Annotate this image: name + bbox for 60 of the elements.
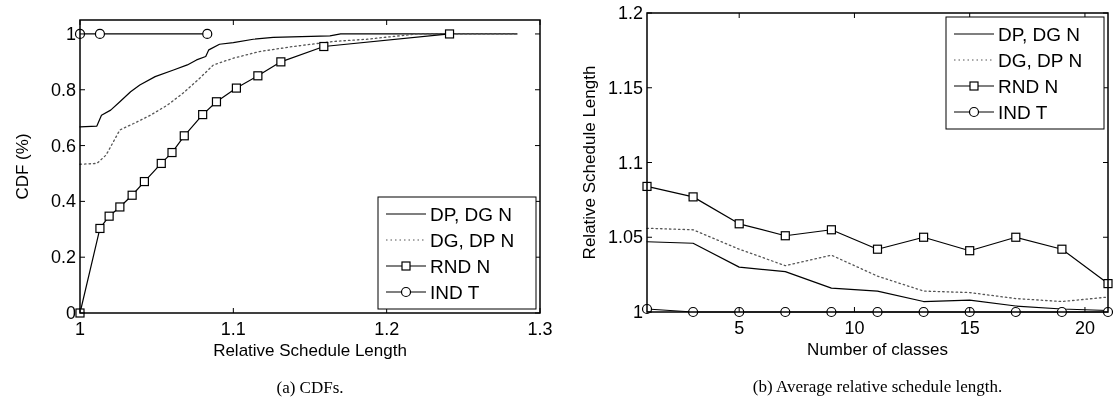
point xyxy=(94,28,106,40)
x-tick-label: 1.2 xyxy=(374,319,400,339)
point xyxy=(734,219,744,229)
point xyxy=(156,158,166,169)
x-tick-label: 20 xyxy=(1074,318,1095,338)
legend-label: IND T xyxy=(430,282,480,303)
x-tick-label: 10 xyxy=(844,318,865,338)
point xyxy=(919,232,929,242)
line-series xyxy=(79,33,518,165)
point xyxy=(276,57,286,67)
point xyxy=(139,176,149,187)
x-axis-title: Number of classes xyxy=(807,340,948,359)
point xyxy=(167,147,177,158)
point xyxy=(826,225,836,235)
point xyxy=(127,190,137,200)
legend-label: DG, DP N xyxy=(998,50,1083,71)
point xyxy=(253,71,263,81)
text: (b) Average relative schedule length. xyxy=(752,377,1003,396)
text: (a) CDFs. xyxy=(276,378,344,397)
y-tick-label: 1.15 xyxy=(607,77,643,98)
y-tick-label: 0 xyxy=(65,303,76,323)
point xyxy=(1011,232,1021,242)
legend-label: DP, DG N xyxy=(430,204,513,225)
y-tick-label: 1 xyxy=(632,302,643,322)
legend-label: IND T xyxy=(998,102,1048,123)
line-series xyxy=(646,227,1109,303)
point xyxy=(319,41,329,52)
y-tick-label: 0.6 xyxy=(50,135,76,156)
y-tick-label: 0.2 xyxy=(50,247,76,268)
point xyxy=(198,110,208,120)
point xyxy=(965,246,975,256)
point xyxy=(104,211,114,221)
y-tick-label: 1.2 xyxy=(617,3,643,23)
x-tick-label: 1.3 xyxy=(527,319,553,339)
legend-label: DG, DP N xyxy=(430,230,515,251)
y-axis-title: Relative Schedule Length xyxy=(580,65,599,260)
x-tick-label: 5 xyxy=(734,318,745,338)
x-axis-title: Relative Schedule Length xyxy=(213,341,407,360)
y-axis-title: CDF (%) xyxy=(13,133,32,200)
legend-label: RND N xyxy=(998,76,1059,97)
x-tick-label: 15 xyxy=(959,318,980,338)
point xyxy=(780,231,790,241)
legend-label: DP, DG N xyxy=(998,24,1081,45)
y-tick-label: 0.4 xyxy=(50,191,76,212)
y-tick-label: 1.05 xyxy=(607,227,643,248)
point xyxy=(231,83,241,93)
y-tick-label: 1.1 xyxy=(617,152,643,173)
x-tick-label: 1.1 xyxy=(220,319,246,339)
y-tick-label: 0.8 xyxy=(50,79,76,100)
point xyxy=(115,202,125,212)
point xyxy=(179,131,189,141)
point xyxy=(872,244,883,254)
point xyxy=(1057,244,1067,254)
legend-label: RND N xyxy=(430,256,491,277)
point xyxy=(95,223,105,234)
point xyxy=(444,29,455,39)
point xyxy=(202,28,213,40)
point xyxy=(688,192,698,202)
point xyxy=(211,97,222,107)
y-tick-label: 1 xyxy=(65,23,76,44)
